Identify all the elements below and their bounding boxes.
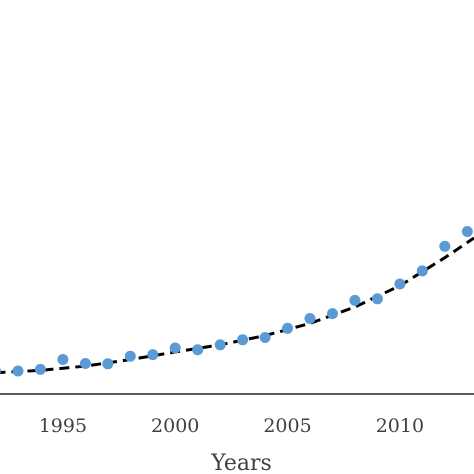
data-point (349, 294, 361, 306)
data-point (304, 313, 316, 324)
data-point (327, 308, 338, 320)
plot-area (0, 226, 474, 377)
data-point (192, 344, 204, 356)
data-point (169, 342, 181, 354)
data-point (214, 339, 226, 351)
data-point (371, 293, 383, 305)
data-point (0, 367, 1, 375)
trendline (0, 236, 474, 374)
data-point (147, 349, 159, 361)
data-point (439, 240, 451, 252)
x-tick-label: 2000 (151, 415, 199, 437)
data-point (79, 358, 91, 369)
x-axis-title: Years (210, 451, 272, 474)
x-tick-label: 2005 (263, 415, 311, 437)
data-point (12, 365, 24, 377)
x-tick-label: 2010 (376, 415, 424, 437)
data-point (282, 322, 293, 334)
data-point (102, 358, 114, 370)
data-point (461, 226, 473, 237)
data-point (237, 334, 249, 346)
data-point (394, 278, 406, 290)
data-point (34, 363, 46, 375)
data-point (57, 354, 69, 365)
x-tick-label: 1995 (39, 415, 87, 437)
data-point (259, 332, 271, 343)
data-point (124, 350, 136, 362)
x-axis-ticks: 1995 2000 2005 2010 (39, 415, 424, 437)
data-point (416, 265, 428, 277)
